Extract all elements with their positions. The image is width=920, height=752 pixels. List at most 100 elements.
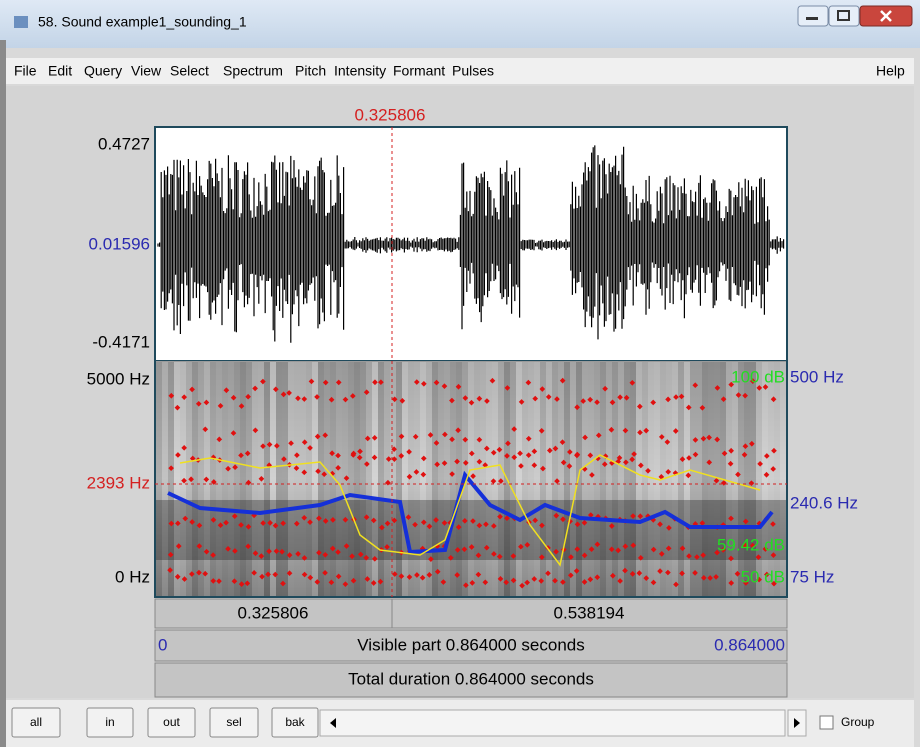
spectrogram-texture — [732, 362, 738, 596]
menu-item[interactable]: Pulses — [452, 63, 494, 79]
visible-label: Visible part 0.864000 seconds — [357, 635, 584, 654]
spectrogram-texture — [696, 362, 702, 596]
spectrogram-texture — [528, 362, 534, 596]
total-label: Total duration 0.864000 seconds — [348, 669, 594, 688]
waveform-max: 0.4727 — [98, 134, 150, 153]
spectrogram-texture — [216, 362, 222, 596]
spectrogram-texture — [444, 362, 450, 596]
spectrogram-texture — [708, 362, 714, 596]
spectrogram-texture — [756, 362, 762, 596]
spectrogram-texture — [564, 362, 570, 596]
intensity-value: 59.42 dB — [717, 535, 785, 554]
spectrogram-texture — [600, 362, 606, 596]
spectrogram-max: 5000 Hz — [87, 369, 150, 388]
left-edge — [0, 40, 6, 747]
spectrogram-texture — [396, 362, 402, 596]
group-label: Group — [841, 715, 875, 729]
spectrogram-texture — [666, 362, 672, 596]
spectrogram-texture — [222, 362, 228, 596]
spectrogram-texture — [282, 362, 288, 596]
spectrogram-texture — [384, 362, 390, 596]
spectrogram-texture — [630, 362, 636, 596]
spectrogram-texture — [636, 362, 642, 596]
button-label: out — [163, 715, 180, 729]
spectrogram-texture — [516, 362, 522, 596]
cursor-time: 0.325806 — [355, 105, 426, 124]
button-label: bak — [285, 715, 305, 729]
spectrogram-texture — [264, 362, 270, 596]
spectrogram-texture — [162, 362, 168, 596]
intensity-max: 100 dB — [731, 367, 785, 386]
menu-item[interactable]: Query — [84, 63, 122, 79]
scrollbar[interactable] — [320, 710, 785, 736]
spectrogram-texture — [360, 362, 366, 596]
left-segment: 0.325806 — [238, 603, 309, 622]
spectrogram-texture — [378, 362, 384, 596]
spectrogram-texture — [450, 362, 456, 596]
button-label: all — [30, 715, 42, 729]
spectrogram-texture — [240, 362, 246, 596]
menu-item[interactable]: Intensity — [334, 63, 386, 79]
spectrogram-texture — [456, 362, 462, 596]
spectrogram-texture — [642, 362, 648, 596]
spectrogram-texture — [366, 362, 372, 596]
minimize-icon — [806, 17, 818, 20]
menu-item[interactable]: Select — [170, 63, 209, 79]
menu-item[interactable]: File — [14, 63, 37, 79]
spectrogram-texture — [288, 362, 294, 596]
menu-item[interactable]: Edit — [48, 63, 72, 79]
menu-item[interactable]: View — [131, 63, 162, 79]
window-title: 58. Sound example1_sounding_1 — [38, 14, 247, 30]
button-label: in — [105, 715, 114, 729]
visible-start: 0 — [158, 635, 167, 654]
spectrogram-min: 0 Hz — [115, 567, 150, 586]
pitch-min: 75 Hz — [790, 567, 834, 586]
waveform-min: -0.4171 — [92, 332, 150, 351]
menu-help[interactable]: Help — [876, 63, 905, 79]
spectrogram-texture — [522, 362, 528, 596]
spectrogram-texture — [198, 362, 204, 596]
spectrogram-texture — [750, 362, 756, 596]
menu-item[interactable]: Formant — [393, 63, 445, 79]
spectrogram-texture — [336, 362, 342, 596]
spectrogram-texture — [432, 362, 438, 596]
spectrogram-texture — [306, 362, 312, 596]
spectrogram-texture — [210, 362, 216, 596]
spectrogram-texture — [252, 362, 258, 596]
spectrogram-texture — [510, 362, 516, 596]
spectrogram-texture — [762, 362, 768, 596]
button-label: sel — [226, 715, 241, 729]
spectrogram-texture — [174, 362, 180, 596]
spectrogram-texture — [486, 362, 492, 596]
spectrogram-texture — [480, 362, 486, 596]
menu-item[interactable]: Spectrum — [223, 63, 283, 79]
praat-window: 58. Sound example1_sounding_1 File Edit Qu… — [0, 0, 920, 747]
spectrogram-texture — [276, 362, 282, 596]
spectrogram-texture — [540, 362, 546, 596]
spectrogram-texture — [408, 362, 414, 596]
waveform-mid: 0.01596 — [89, 234, 150, 253]
spectrogram-texture — [570, 362, 576, 596]
menu-item[interactable]: Pitch — [295, 63, 326, 79]
maximize-button[interactable] — [829, 6, 859, 26]
pitch-max: 500 Hz — [790, 367, 844, 386]
spectrogram-texture — [354, 362, 360, 596]
spectrogram-texture — [780, 362, 786, 596]
spectrogram-texture — [324, 362, 330, 596]
spectrogram-texture — [690, 362, 696, 596]
spectrogram-texture — [414, 362, 420, 596]
spectrogram-texture — [582, 362, 588, 596]
spectrogram-texture — [606, 362, 612, 596]
spectrogram-texture — [270, 362, 276, 596]
page: 58. Sound example1_sounding_1 File Edit Qu… — [0, 0, 920, 747]
app-icon — [14, 16, 28, 28]
right-segment: 0.538194 — [554, 603, 625, 622]
spectrogram-texture — [612, 362, 618, 596]
spectrogram-texture — [774, 362, 780, 596]
spectrogram-texture — [684, 362, 690, 596]
spectrogram-texture — [588, 362, 594, 596]
spectrogram-texture — [402, 362, 408, 596]
minimize-button[interactable] — [798, 6, 828, 26]
visible-end: 0.864000 — [714, 635, 785, 654]
group-checkbox[interactable] — [820, 716, 833, 729]
